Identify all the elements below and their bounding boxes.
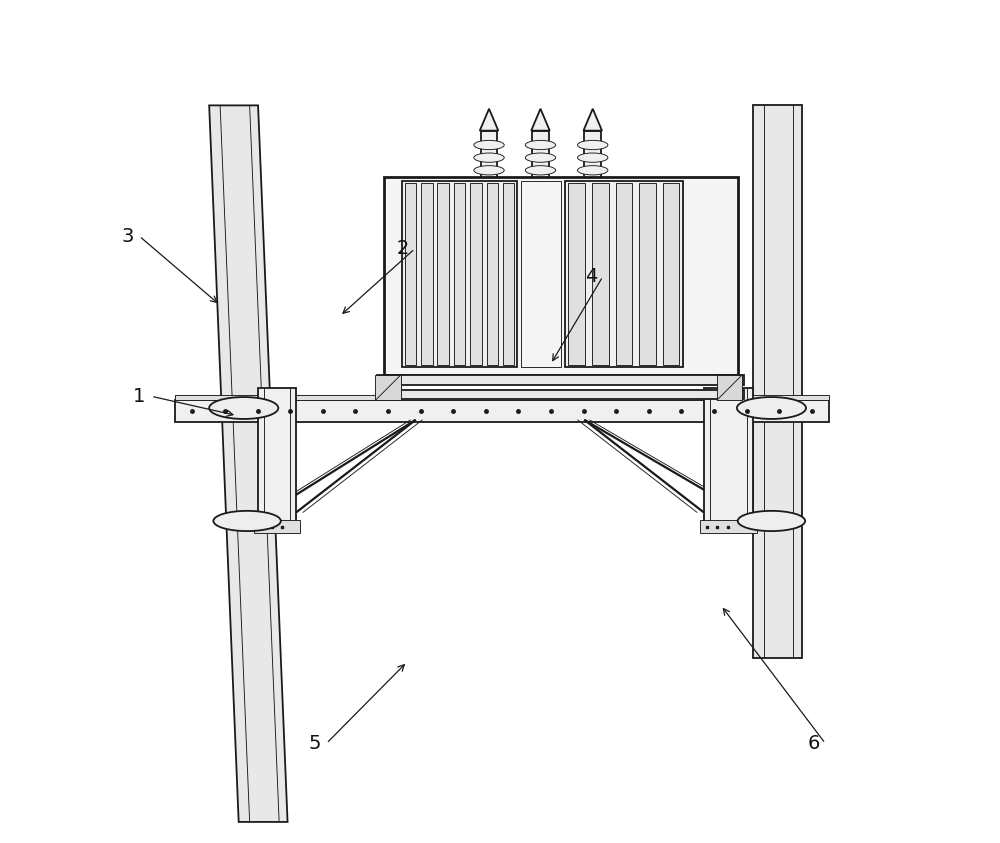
Ellipse shape <box>474 153 504 162</box>
Bar <box>704 388 753 523</box>
Text: 2: 2 <box>397 239 409 258</box>
Bar <box>402 181 517 367</box>
Ellipse shape <box>578 153 608 162</box>
Ellipse shape <box>474 166 504 175</box>
Bar <box>616 183 632 365</box>
Text: 6: 6 <box>807 734 820 753</box>
Bar <box>503 183 514 365</box>
Bar <box>258 388 296 523</box>
Bar <box>592 183 609 365</box>
Polygon shape <box>209 105 288 822</box>
Ellipse shape <box>578 166 608 175</box>
Text: 5: 5 <box>308 734 321 753</box>
Bar <box>421 183 433 365</box>
Bar <box>175 400 829 422</box>
Text: 1: 1 <box>133 387 145 405</box>
Ellipse shape <box>578 140 608 149</box>
Bar <box>521 181 561 367</box>
Bar <box>639 183 656 365</box>
Ellipse shape <box>474 140 504 149</box>
Bar <box>663 183 679 365</box>
Ellipse shape <box>525 140 556 149</box>
Ellipse shape <box>525 166 556 175</box>
Ellipse shape <box>525 153 556 162</box>
Bar <box>454 183 465 365</box>
Ellipse shape <box>213 511 281 531</box>
Polygon shape <box>480 109 498 131</box>
Bar <box>700 520 757 533</box>
Bar <box>254 520 300 533</box>
Bar <box>377 390 744 399</box>
Bar <box>717 375 742 400</box>
Bar <box>405 183 416 365</box>
Bar <box>470 183 482 365</box>
Bar <box>175 395 829 400</box>
Bar <box>375 375 401 400</box>
Bar <box>568 183 585 365</box>
Polygon shape <box>753 105 802 658</box>
Ellipse shape <box>738 511 805 531</box>
Bar <box>565 181 683 367</box>
Bar <box>377 375 744 385</box>
Bar <box>384 177 738 375</box>
Bar <box>437 183 449 365</box>
Bar <box>584 131 601 177</box>
Polygon shape <box>531 109 550 131</box>
Bar <box>481 131 497 177</box>
Text: 4: 4 <box>585 267 597 286</box>
Ellipse shape <box>209 397 278 419</box>
Bar <box>487 183 498 365</box>
Polygon shape <box>583 109 602 131</box>
Text: 3: 3 <box>121 227 134 245</box>
Ellipse shape <box>737 397 806 419</box>
Bar <box>532 131 549 177</box>
